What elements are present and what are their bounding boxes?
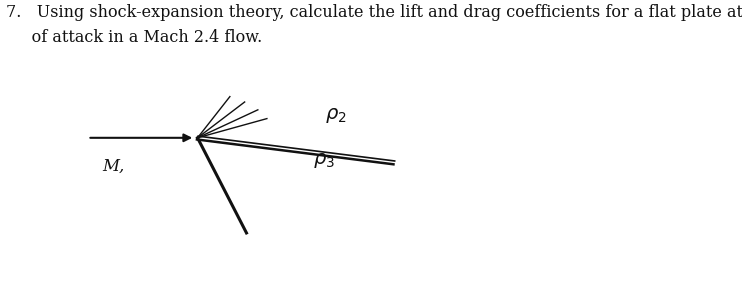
Text: 7.   Using shock-expansion theory, calculate the lift and drag coefficients for : 7. Using shock-expansion theory, calcula… [6,4,742,46]
Text: M,: M, [102,158,125,175]
Text: $\rho_2$: $\rho_2$ [326,106,347,125]
Text: $\rho_3$: $\rho_3$ [313,151,335,170]
